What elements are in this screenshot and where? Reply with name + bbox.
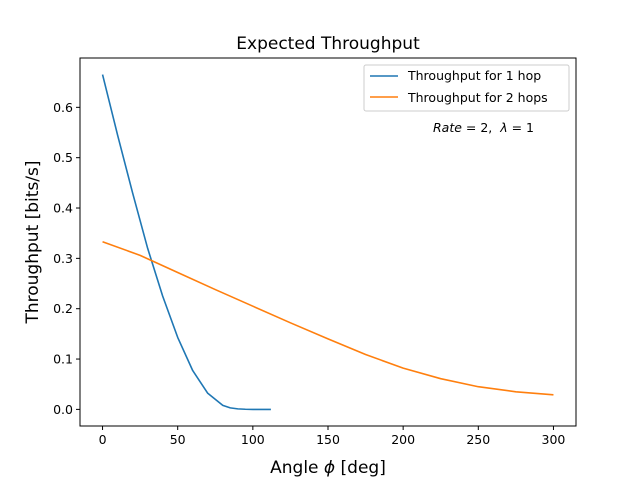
chart-title: Expected Throughput [236, 34, 420, 54]
y-axis: 0.0 0.1 0.2 0.3 0.4 0.5 0.6 [53, 100, 80, 417]
y-tick-label: 0.5 [53, 150, 73, 165]
y-tick-label: 0.4 [53, 201, 73, 216]
series-layer [101, 74, 554, 411]
legend: Throughput for 1 hop Throughput for 2 ho… [363, 64, 570, 112]
y-tick-label: 0.2 [53, 301, 73, 316]
y-axis-label: Throughput [bits/s] [23, 160, 43, 324]
series-line-2-hops [102, 240, 554, 396]
legend-label-1-hop: Throughput for 1 hop [407, 68, 541, 83]
x-tick-label: 300 [542, 432, 566, 447]
rate-lambda-annotation: Rate = 2, λ = 1 [433, 120, 534, 135]
plot-frame [79, 57, 577, 427]
y-tick-label: 0.6 [53, 100, 73, 115]
legend-box [363, 64, 570, 112]
x-axis-label-symbol: ϕ [324, 458, 335, 478]
x-tick-label: 100 [241, 432, 265, 447]
y-tick-label: 0.3 [53, 251, 73, 266]
legend-label-2-hops: Throughput for 2 hops [407, 90, 548, 105]
y-tick-label: 0.1 [53, 352, 73, 367]
x-tick-label: 50 [170, 432, 186, 447]
x-tick-label: 0 [99, 432, 107, 447]
y-tick-label: 0.0 [53, 402, 73, 417]
x-tick-label: 200 [391, 432, 415, 447]
x-tick-label: 250 [466, 432, 490, 447]
x-axis-label: Angle ϕ [deg] [270, 458, 386, 478]
series-line-1-hop [101, 74, 271, 411]
x-tick-label: 150 [316, 432, 340, 447]
x-axis: 0 50 100 150 200 250 300 [99, 426, 566, 447]
